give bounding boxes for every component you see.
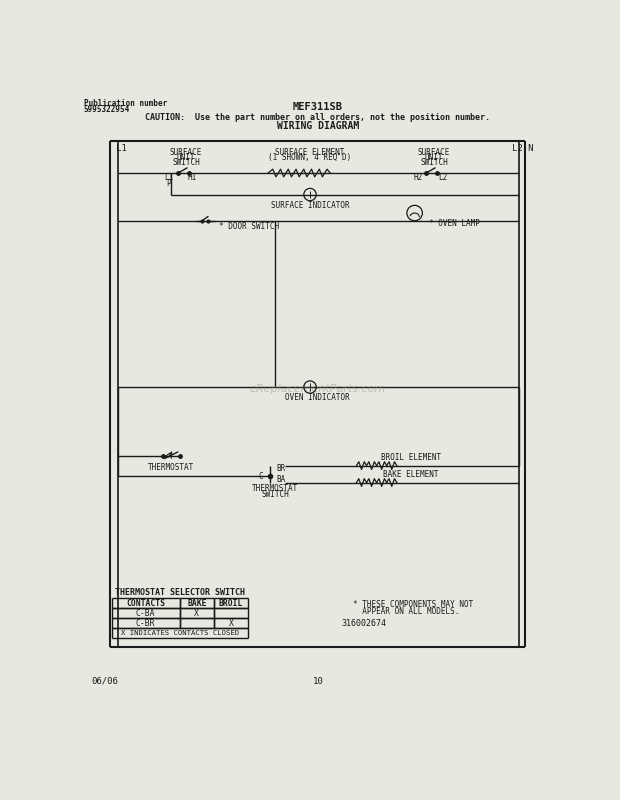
Text: L1: L1	[117, 144, 127, 153]
Text: CAUTION:  Use the part number on all orders, not the position number.: CAUTION: Use the part number on all orde…	[145, 113, 490, 122]
Text: SWITCH: SWITCH	[420, 158, 448, 167]
Text: UNIT: UNIT	[425, 153, 443, 162]
Text: * OVEN LAMP: * OVEN LAMP	[428, 218, 479, 227]
Text: APPEAR ON ALL MODELS.: APPEAR ON ALL MODELS.	[353, 606, 459, 616]
Text: CONTACTS: CONTACTS	[126, 598, 165, 607]
Text: BR: BR	[276, 464, 285, 473]
Text: * THESE COMPONENTS MAY NOT: * THESE COMPONENTS MAY NOT	[353, 600, 473, 609]
Text: H2: H2	[414, 173, 423, 182]
Text: 316002674: 316002674	[341, 619, 386, 628]
Text: SURFACE ELEMENT: SURFACE ELEMENT	[275, 148, 345, 157]
Text: MEF311SB: MEF311SB	[293, 102, 343, 112]
Text: 06/06: 06/06	[92, 677, 118, 686]
Text: X INDICATES CONTACTS CLOSED: X INDICATES CONTACTS CLOSED	[121, 630, 239, 636]
Text: Publication number: Publication number	[84, 99, 167, 108]
Text: OVEN INDICATOR: OVEN INDICATOR	[285, 394, 350, 402]
Text: C-BA: C-BA	[136, 609, 156, 618]
Text: 10: 10	[312, 677, 323, 686]
Text: SURFACE INDICATOR: SURFACE INDICATOR	[271, 201, 349, 210]
Text: BAKE: BAKE	[187, 598, 206, 607]
Text: (1 SHOWN, 4 REQ'D): (1 SHOWN, 4 REQ'D)	[268, 153, 352, 162]
Text: X: X	[229, 618, 233, 627]
Text: THERMOSTAT: THERMOSTAT	[252, 484, 298, 493]
Text: 5995322954: 5995322954	[84, 105, 130, 114]
Text: THERMOSTAT SELECTOR SWITCH: THERMOSTAT SELECTOR SWITCH	[115, 588, 245, 597]
Text: SURFACE: SURFACE	[418, 148, 450, 157]
Text: WIRING DIAGRAM: WIRING DIAGRAM	[277, 121, 359, 131]
Text: L2 N: L2 N	[512, 144, 533, 153]
Text: SURFACE: SURFACE	[170, 148, 202, 157]
Text: X: X	[195, 609, 199, 618]
Text: H1: H1	[188, 173, 197, 182]
Text: C: C	[259, 472, 264, 481]
Text: BAKE ELEMENT: BAKE ELEMENT	[383, 470, 438, 478]
Text: SWITCH: SWITCH	[172, 158, 200, 167]
Text: THERMOSTAT: THERMOSTAT	[148, 462, 193, 472]
Text: P: P	[167, 178, 171, 187]
Text: L2: L2	[439, 173, 448, 182]
Text: C-BR: C-BR	[136, 618, 156, 627]
Text: UNIT: UNIT	[177, 153, 195, 162]
Text: BROIL ELEMENT: BROIL ELEMENT	[381, 453, 441, 462]
Text: SWITCH: SWITCH	[261, 490, 289, 498]
Text: * DOOR SWITCH: * DOOR SWITCH	[219, 222, 280, 231]
Text: BROIL: BROIL	[219, 598, 243, 607]
Text: BA: BA	[276, 475, 285, 484]
Text: L1: L1	[164, 173, 174, 182]
Text: eReplacementParts.com: eReplacementParts.com	[250, 384, 386, 394]
